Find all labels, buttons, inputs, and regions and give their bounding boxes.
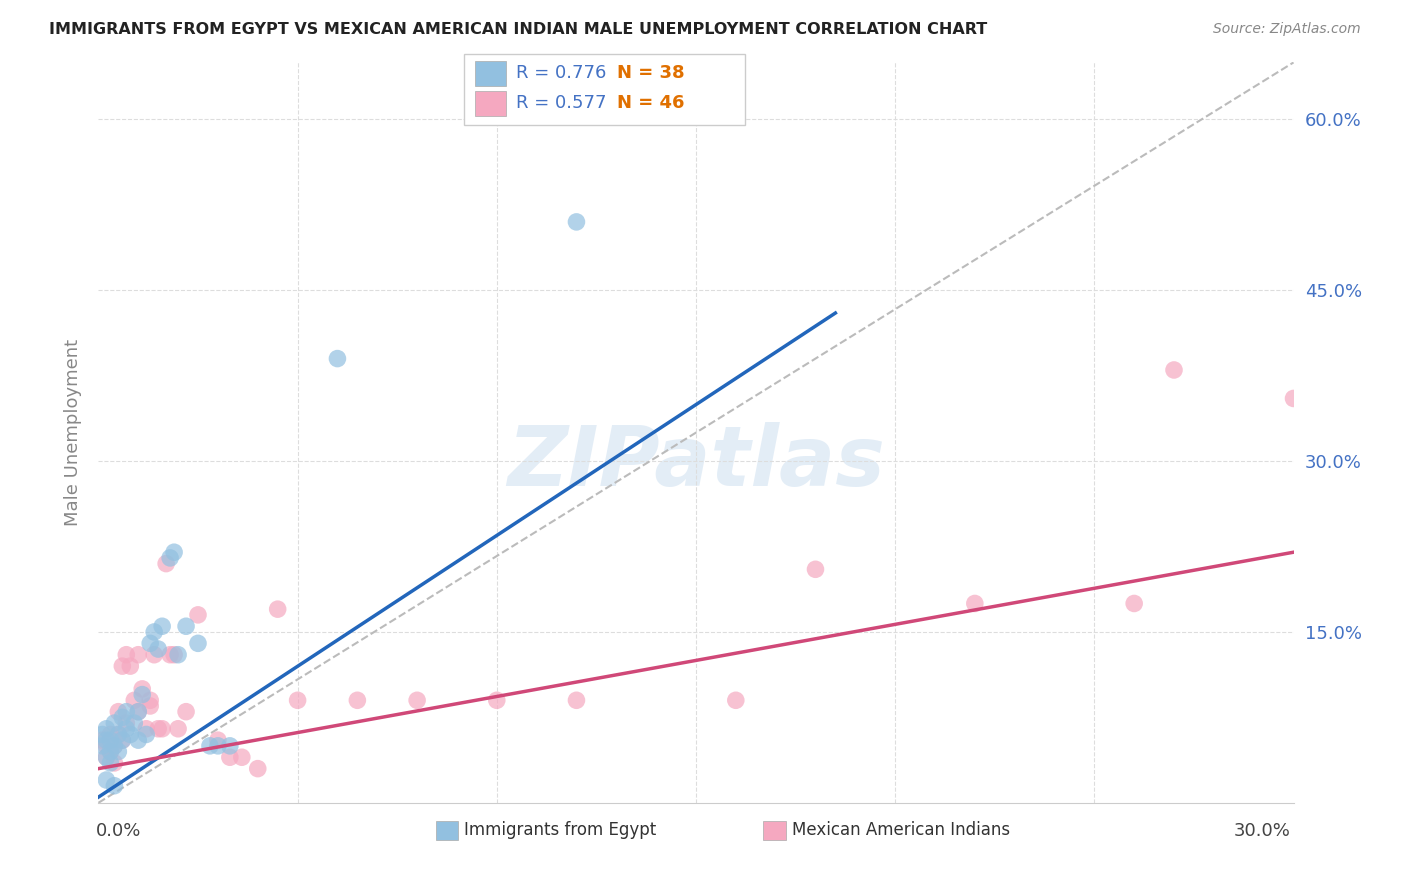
Point [124,716,146,731]
Point [91,739,114,753]
Point [115,716,138,731]
Point [96,722,118,736]
Text: Source: ZipAtlas.com: Source: ZipAtlas.com [1213,22,1361,37]
Point [804,562,827,576]
Point [346,693,368,707]
Point [107,745,129,759]
Point [159,648,181,662]
Point [159,550,181,565]
Point [135,727,157,741]
Point [111,659,134,673]
Point [963,597,986,611]
Point [96,772,118,787]
Point [143,648,166,662]
Point [565,215,588,229]
Point [111,710,134,724]
Point [115,705,138,719]
Point [98,745,122,759]
Point [124,693,146,707]
Point [91,727,114,741]
Point [148,722,170,736]
Point [724,693,747,707]
Point [139,693,162,707]
Point [139,636,162,650]
Point [103,779,125,793]
Point [115,648,138,662]
Text: ZIPatlas: ZIPatlas [508,422,884,503]
Point [96,750,118,764]
Point [120,659,142,673]
Text: 30.0%: 30.0% [1234,822,1291,840]
Point [98,733,122,747]
Point [1282,392,1305,406]
Point [150,619,173,633]
Text: 0.0%: 0.0% [96,822,141,840]
Point [246,762,269,776]
Point [231,750,253,764]
Point [167,722,190,736]
Point [150,722,173,736]
Point [111,733,134,747]
Point [1163,363,1185,377]
Point [96,750,118,764]
Point [198,739,221,753]
Point [187,607,209,622]
Text: N = 46: N = 46 [617,95,685,112]
Point [174,705,197,719]
Text: N = 38: N = 38 [617,64,685,82]
Point [103,756,125,770]
Point [127,705,149,719]
Point [107,727,129,741]
Point [207,739,229,753]
Point [103,739,125,753]
Point [91,733,114,747]
Point [127,733,149,747]
Point [107,727,129,741]
Point [143,624,166,639]
Point [103,716,125,731]
Point [219,750,242,764]
Point [267,602,290,616]
Y-axis label: Male Unemployment: Male Unemployment [65,339,83,526]
Point [131,681,153,696]
Point [98,745,122,759]
Point [111,733,134,747]
Point [96,739,118,753]
Point [98,756,122,770]
Point [406,693,429,707]
Point [127,705,149,719]
Point [326,351,349,366]
Point [103,739,125,753]
Text: Mexican American Indians: Mexican American Indians [792,822,1010,839]
Point [127,648,149,662]
Point [139,698,162,713]
Point [1123,597,1146,611]
Point [219,739,242,753]
Point [167,648,190,662]
Point [131,688,153,702]
Point [148,642,170,657]
Point [96,733,118,747]
Point [98,727,122,741]
Point [155,557,177,571]
Point [207,733,229,747]
Point [287,693,309,707]
Point [163,545,186,559]
Point [485,693,508,707]
Point [120,727,142,741]
Point [115,722,138,736]
Point [187,636,209,650]
Text: Immigrants from Egypt: Immigrants from Egypt [464,822,657,839]
Point [163,648,186,662]
Point [174,619,197,633]
Point [565,693,588,707]
Text: R = 0.577: R = 0.577 [516,95,606,112]
Point [135,722,157,736]
Text: IMMIGRANTS FROM EGYPT VS MEXICAN AMERICAN INDIAN MALE UNEMPLOYMENT CORRELATION C: IMMIGRANTS FROM EGYPT VS MEXICAN AMERICA… [49,22,987,37]
Text: R = 0.776: R = 0.776 [516,64,606,82]
Point [107,705,129,719]
